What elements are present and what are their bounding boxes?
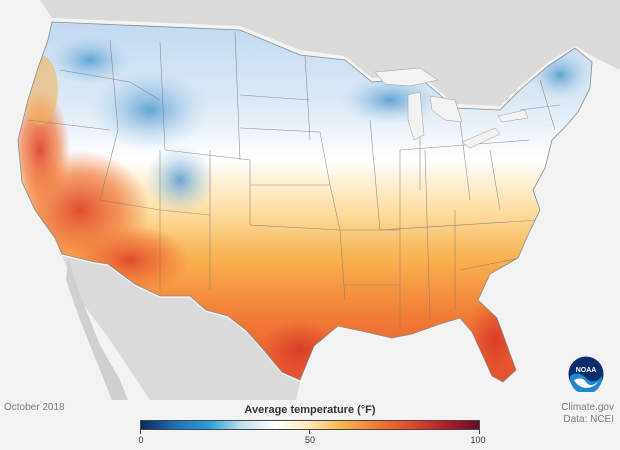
legend-tick-mid (309, 430, 310, 434)
noaa-logo-text: NOAA (576, 367, 597, 374)
canada-land (0, 0, 620, 106)
legend-label-min: 0 (138, 435, 144, 445)
mexico-land (62, 256, 300, 400)
noaa-logo: NOAA (568, 356, 604, 392)
great-lakes (374, 67, 529, 149)
temperature-map (0, 0, 620, 400)
date-label: October 2018 (4, 402, 65, 413)
credit-site: Climate.gov (561, 402, 614, 413)
baja-peninsula (66, 258, 128, 400)
state-borders (27, 31, 561, 330)
legend-label-max: 100 (470, 435, 486, 445)
gulf-water (300, 320, 472, 400)
map-svg (0, 0, 620, 400)
legend-color-bar (140, 420, 480, 430)
legend-label-mid: 50 (304, 435, 316, 445)
legend-tick-max (479, 430, 480, 434)
legend-title: Average temperature (°F) (244, 404, 376, 416)
credits: Climate.gov Data: NCEI (561, 402, 614, 426)
temperature-legend: Average temperature (°F) 0 50 100 (138, 404, 486, 448)
credit-data: Data: NCEI (563, 414, 614, 425)
legend-tick-min (140, 430, 141, 434)
